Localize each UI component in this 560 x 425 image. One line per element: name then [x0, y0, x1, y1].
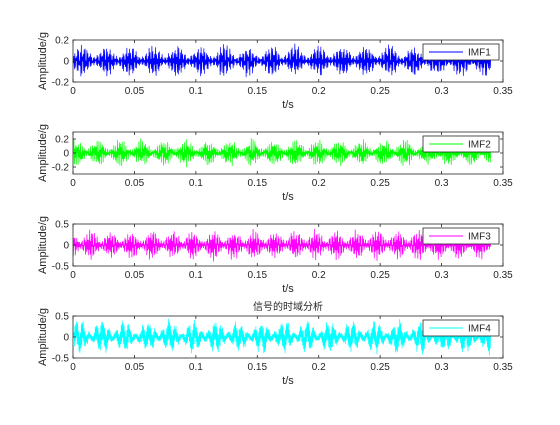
x-tick-label: 0 [70, 86, 76, 97]
x-tick-label: 0.2 [312, 178, 326, 189]
y-tick-label: 0 [63, 241, 69, 252]
legend: IMF1 [422, 43, 500, 61]
x-tick-label: 0 [70, 362, 76, 373]
x-tick-label: 0.15 [248, 86, 268, 97]
x-tick-label: 0.05 [125, 178, 145, 189]
x-tick-label: 0.1 [189, 362, 203, 373]
legend: IMF3 [422, 227, 500, 245]
legend: IMF4 [422, 319, 500, 337]
x-tick-label: 0.3 [435, 270, 449, 281]
subplot-1: 0 0.05 0.1 0.15 0.2 0.25 0.3 0.35-0.200.2t/sAmp… [37, 32, 513, 111]
x-tick-label: 0.15 [248, 270, 268, 281]
y-tick-label: -0.5 [52, 262, 70, 273]
y-axis-label: Amplitude/g [37, 32, 49, 90]
signal-line-imf4 [73, 318, 492, 356]
y-tick-label: 0 [63, 57, 69, 68]
x-tick-label: 0.3 [435, 86, 449, 97]
signal-line-imf3 [73, 229, 492, 262]
x-tick-label: 0.05 [125, 362, 145, 373]
x-tick-label: 0.25 [370, 362, 390, 373]
x-tick-label: 0 [70, 270, 76, 281]
y-tick-label: 0.5 [55, 312, 69, 323]
x-axis-label: t/s [282, 191, 294, 203]
y-tick-label: -0.2 [52, 78, 70, 89]
x-tick-label: 0.35 [493, 86, 513, 97]
y-tick-label: 0.5 [55, 220, 69, 231]
x-tick-label: 0.2 [312, 362, 326, 373]
y-tick-label: -0.2 [52, 163, 70, 174]
legend-label: IMF1 [468, 48, 491, 59]
x-tick-label: 0.35 [493, 270, 513, 281]
signal-line-imf1 [73, 43, 492, 78]
subplot-2: 0 0.05 0.1 0.15 0.2 0.25 0.3 0.35-0.200.2t/sAmp… [37, 124, 513, 203]
x-tick-label: 0.3 [435, 362, 449, 373]
x-tick-label: 0.05 [125, 270, 145, 281]
x-tick-label: 0 [70, 178, 76, 189]
x-tick-label: 0.35 [493, 178, 513, 189]
x-tick-label: 0.2 [312, 270, 326, 281]
subplot-3: 0 0.05 0.1 0.15 0.2 0.25 0.3 0.35-0.500.5t/sAmp… [37, 216, 513, 295]
y-tick-label: 0 [63, 149, 69, 160]
x-tick-label: 0.15 [248, 178, 268, 189]
legend-label: IMF3 [468, 232, 491, 243]
subplot-4: 0 0.05 0.1 0.15 0.2 0.25 0.3 0.35-0.500.5t/sAmp… [37, 308, 513, 387]
x-tick-label: 0.1 [189, 270, 203, 281]
y-tick-label: -0.5 [52, 354, 70, 365]
legend-label: IMF4 [468, 324, 491, 335]
x-axis-label: t/s [282, 283, 294, 295]
y-tick-label: 0.2 [55, 36, 69, 47]
x-tick-label: 0.05 [125, 86, 145, 97]
x-tick-label: 0.25 [370, 86, 390, 97]
x-tick-label: 0.25 [370, 270, 390, 281]
x-tick-label: 0.25 [370, 178, 390, 189]
y-axis-label: Amplitude/g [37, 216, 49, 274]
y-axis-label: Amplitude/g [37, 124, 49, 182]
y-tick-label: 0 [63, 333, 69, 344]
signal-line-imf2 [73, 138, 492, 168]
x-tick-label: 0.15 [248, 362, 268, 373]
y-tick-label: 0.2 [55, 135, 69, 146]
y-axis-label: Amplitude/g [37, 308, 49, 366]
legend: IMF2 [422, 135, 500, 153]
x-tick-label: 0.2 [312, 86, 326, 97]
x-tick-label: 0.3 [435, 178, 449, 189]
x-axis-label: t/s [282, 99, 294, 111]
legend-label: IMF2 [468, 140, 491, 151]
x-tick-label: 0.1 [189, 178, 203, 189]
x-tick-label: 0.35 [493, 362, 513, 373]
x-tick-label: 0.1 [189, 86, 203, 97]
figure-title: 信号的时域分析 [253, 300, 323, 313]
x-axis-label: t/s [282, 375, 294, 387]
